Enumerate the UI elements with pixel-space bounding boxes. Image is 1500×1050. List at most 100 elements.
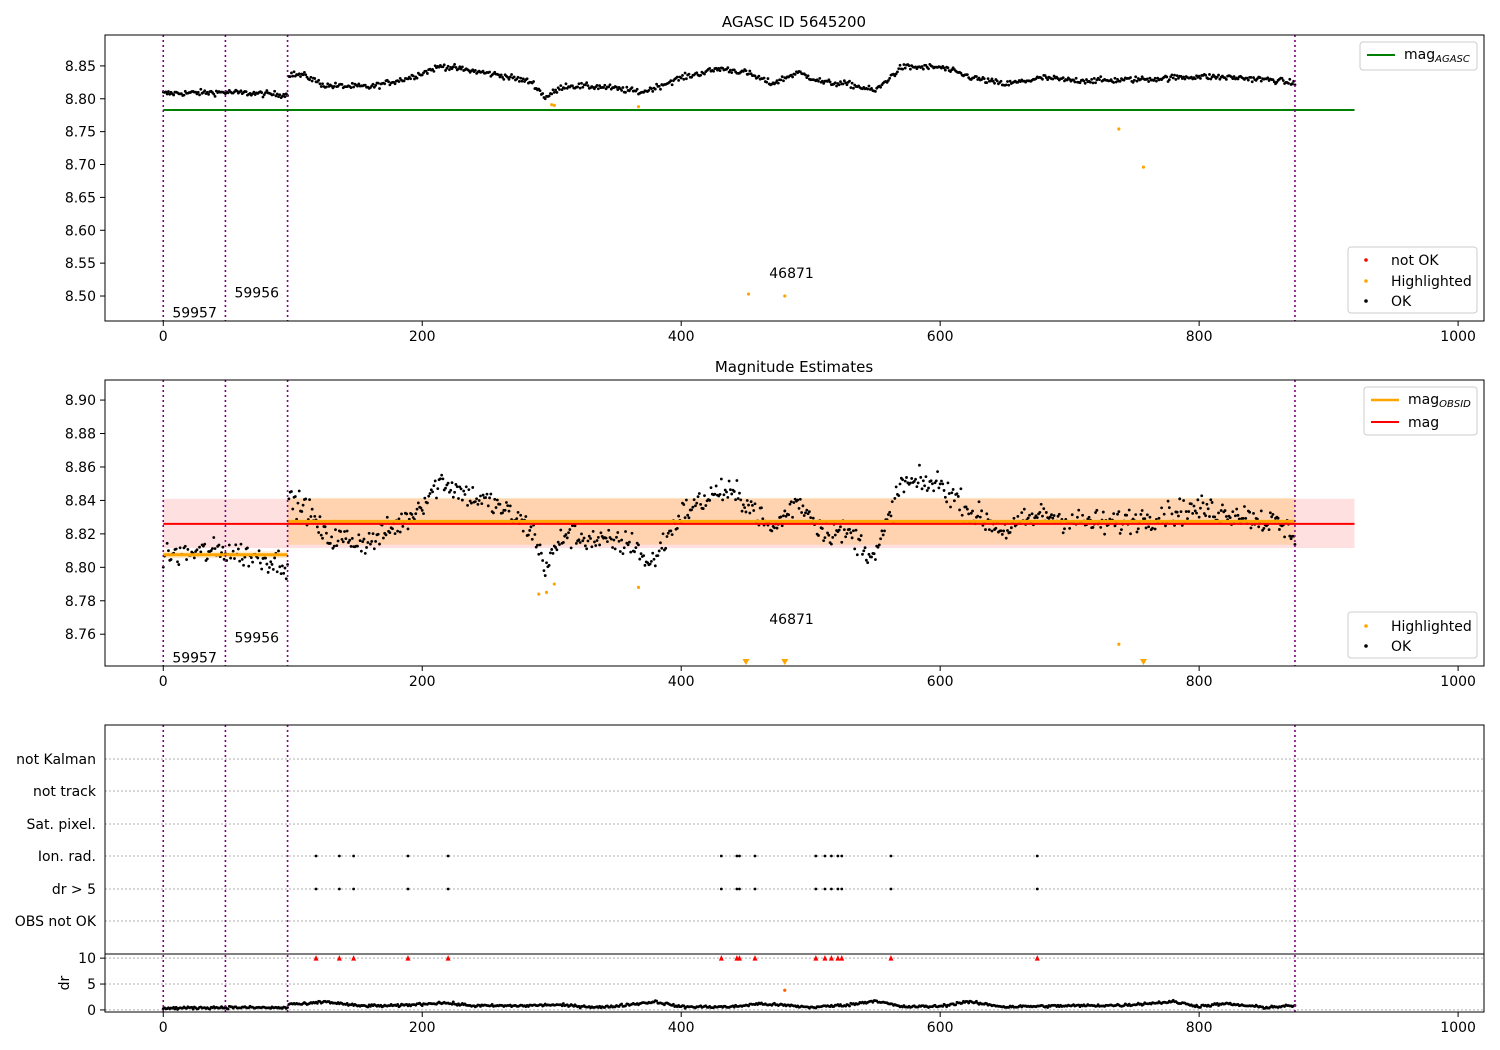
ok-point <box>577 82 581 86</box>
ok-point <box>585 81 589 85</box>
ok-point <box>971 509 974 513</box>
ok-point <box>1050 513 1053 517</box>
ok-point <box>655 82 658 86</box>
ok-point <box>1101 510 1105 514</box>
highlighted-point <box>550 103 554 107</box>
ok-point <box>921 67 925 71</box>
legend-ok-label: OK <box>1391 294 1412 310</box>
legend-box <box>1347 611 1478 659</box>
ok-point <box>595 84 599 87</box>
flag-point <box>738 887 741 891</box>
ok-point <box>1271 512 1275 516</box>
ok-point <box>726 495 730 499</box>
ok-point <box>304 73 308 77</box>
ok-point <box>779 515 783 519</box>
highlighted-point <box>1141 165 1146 169</box>
ok-point <box>199 550 203 554</box>
ok-point <box>318 82 322 86</box>
ok-point <box>1170 512 1174 516</box>
dr-point <box>1046 1006 1050 1009</box>
ok-point <box>488 70 491 74</box>
ok-point <box>217 543 221 547</box>
ok-point <box>874 89 877 93</box>
ok-point <box>1153 76 1157 80</box>
ok-point <box>1178 497 1182 501</box>
dr-point <box>366 1005 370 1009</box>
ok-point <box>1117 510 1121 513</box>
ok-point <box>607 85 611 89</box>
ok-point <box>555 91 559 94</box>
ok-point <box>839 525 842 529</box>
ok-point <box>315 525 319 529</box>
agasc-axes-frame <box>104 34 1485 322</box>
flag-point <box>337 854 341 858</box>
ok-point <box>240 557 244 561</box>
ok-point <box>951 488 955 491</box>
ok-point <box>842 528 846 532</box>
ok-point <box>398 530 402 534</box>
ok-point <box>986 77 990 81</box>
ok-point <box>1035 516 1039 520</box>
ok-point <box>473 500 477 504</box>
ok-point <box>321 536 324 540</box>
ok-point <box>207 92 210 96</box>
dr-point <box>941 1004 945 1008</box>
flag-point <box>738 854 741 858</box>
ok-point <box>920 65 924 68</box>
ok-point <box>613 547 617 551</box>
ok-point <box>429 488 433 492</box>
ok-point <box>1179 74 1183 78</box>
ok-point <box>506 75 510 79</box>
ok-point <box>630 86 634 90</box>
ok-point <box>1139 512 1143 516</box>
ok-point <box>721 498 725 502</box>
ok-point <box>747 72 750 76</box>
flag-label-not-kalman: not Kalman <box>16 752 96 768</box>
ok-point <box>506 504 510 508</box>
ok-point <box>956 495 960 498</box>
ok-point <box>1193 509 1197 513</box>
ok-point <box>261 95 265 99</box>
dr-point <box>396 1003 400 1006</box>
ok-point <box>501 511 504 515</box>
ok-point <box>1122 78 1126 82</box>
ok-point <box>791 75 794 79</box>
ok-point <box>1236 77 1240 81</box>
ok-point <box>965 507 969 511</box>
y-tick-label: 8.60 <box>65 223 96 239</box>
legend-upper-agasc: magAGASC <box>1359 41 1478 71</box>
ok-point <box>978 515 982 519</box>
ok-point <box>615 535 618 539</box>
ok-point <box>271 567 275 571</box>
ok-point <box>1022 507 1026 511</box>
flag-point <box>753 854 757 858</box>
ok-point <box>820 79 824 83</box>
ok-point <box>317 531 321 534</box>
ok-point <box>308 498 311 502</box>
ok-point <box>177 563 181 566</box>
ok-point <box>455 485 459 489</box>
ok-point <box>512 75 516 79</box>
flag-point <box>1035 887 1039 891</box>
ok-point <box>1288 534 1292 538</box>
ok-point <box>586 84 590 88</box>
y-tick-label: 8.65 <box>65 190 96 206</box>
ok-point <box>350 81 354 85</box>
ok-point <box>1232 75 1236 78</box>
ok-point <box>283 95 287 99</box>
flags-y-labels: not Kalman not track Sat. pixel. Ion. ra… <box>15 752 97 930</box>
dr-point <box>672 1002 675 1006</box>
ok-point <box>822 539 826 542</box>
ok-point <box>481 69 485 73</box>
magnitude-axes-frame <box>104 379 1485 667</box>
ok-point <box>908 67 912 71</box>
ok-point <box>433 479 437 483</box>
ok-point <box>243 555 247 559</box>
ok-point <box>638 557 642 561</box>
ok-point <box>990 529 994 533</box>
ok-point <box>300 510 304 513</box>
legend-highlighted-label: Highlighted <box>1391 619 1472 635</box>
ok-point <box>473 68 477 72</box>
x-tick-label: 1000 <box>1440 674 1476 690</box>
